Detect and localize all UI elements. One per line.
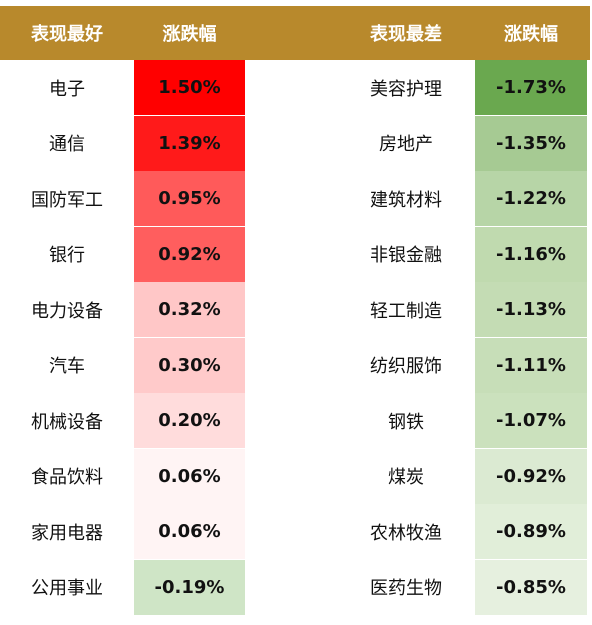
- table-row: 食品饮料 0.06% 煤炭 -0.92%: [0, 448, 592, 504]
- table-row: 电子 1.50% 美容护理 -1.73%: [0, 60, 592, 115]
- best-sector-name: 食品饮料: [31, 467, 103, 488]
- header-worst-change: 涨跌幅: [504, 24, 558, 45]
- worst-sector-change: -0.85%: [475, 559, 587, 615]
- worst-sector-name: 美容护理: [370, 78, 442, 100]
- header-best: 表现最好: [31, 24, 103, 45]
- best-sector-name: 电力设备: [31, 300, 103, 322]
- worst-sector-change: -1.16%: [475, 226, 587, 282]
- table-row: 银行 0.92% 非银金融 -1.16%: [0, 226, 592, 282]
- worst-sector-change: -0.92%: [475, 448, 587, 504]
- best-sector-change: 0.30%: [134, 337, 245, 393]
- worst-sector-change: -1.35%: [475, 115, 587, 171]
- worst-sector-name: 纺织服饰: [370, 356, 442, 377]
- header-worst: 表现最差: [370, 24, 442, 45]
- best-sector-change: 0.20%: [134, 393, 245, 448]
- best-sector-name: 电子: [49, 78, 85, 100]
- best-sector-name: 银行: [49, 245, 85, 266]
- worst-sector-name: 房地产: [379, 134, 433, 155]
- worst-sector-change: -1.22%: [475, 171, 587, 226]
- worst-sector-change: -1.07%: [475, 393, 587, 448]
- worst-sector-name: 非银金融: [370, 245, 442, 266]
- best-sector-change: 0.06%: [134, 504, 245, 559]
- table-row: 机械设备 0.20% 钢铁 -1.07%: [0, 393, 592, 448]
- best-sector-name: 家用电器: [31, 522, 103, 544]
- table-header: 表现最好 涨跌幅 表现最差 涨跌幅: [0, 6, 590, 60]
- best-sector-name: 公用事业: [31, 578, 103, 599]
- best-sector-change: 0.06%: [134, 448, 245, 504]
- table-row: 电力设备 0.32% 轻工制造 -1.13%: [0, 282, 592, 337]
- best-sector-change: 1.50%: [134, 60, 245, 115]
- best-sector-name: 汽车: [49, 356, 85, 377]
- worst-sector-name: 建筑材料: [370, 189, 442, 211]
- best-sector-change: 0.92%: [134, 226, 245, 282]
- header-best-change: 涨跌幅: [162, 24, 217, 45]
- table-row: 公用事业 -0.19% 医药生物 -0.85%: [0, 559, 592, 615]
- worst-sector-change: -1.73%: [475, 60, 587, 115]
- worst-sector-name: 医药生物: [370, 578, 442, 599]
- best-sector-change: 1.39%: [134, 115, 245, 171]
- table-row: 通信 1.39% 房地产 -1.35%: [0, 115, 592, 171]
- worst-sector-name: 农林牧渔: [370, 522, 442, 544]
- best-sector-name: 机械设备: [31, 411, 103, 433]
- worst-sector-name: 煤炭: [388, 467, 424, 488]
- table-row: 国防军工 0.95% 建筑材料 -1.22%: [0, 171, 592, 226]
- best-sector-change: -0.19%: [134, 559, 245, 615]
- best-sector-change: 0.95%: [134, 171, 245, 226]
- worst-sector-change: -0.89%: [475, 504, 587, 559]
- table-row: 汽车 0.30% 纺织服饰 -1.11%: [0, 337, 592, 393]
- worst-sector-name: 轻工制造: [370, 300, 442, 322]
- best-sector-name: 通信: [49, 134, 85, 155]
- best-sector-name: 国防军工: [31, 189, 103, 211]
- worst-sector-change: -1.13%: [475, 282, 587, 337]
- worst-sector-name: 钢铁: [388, 411, 424, 433]
- table-row: 家用电器 0.06% 农林牧渔 -0.89%: [0, 504, 592, 559]
- worst-sector-change: -1.11%: [475, 337, 587, 393]
- best-sector-change: 0.32%: [134, 282, 245, 337]
